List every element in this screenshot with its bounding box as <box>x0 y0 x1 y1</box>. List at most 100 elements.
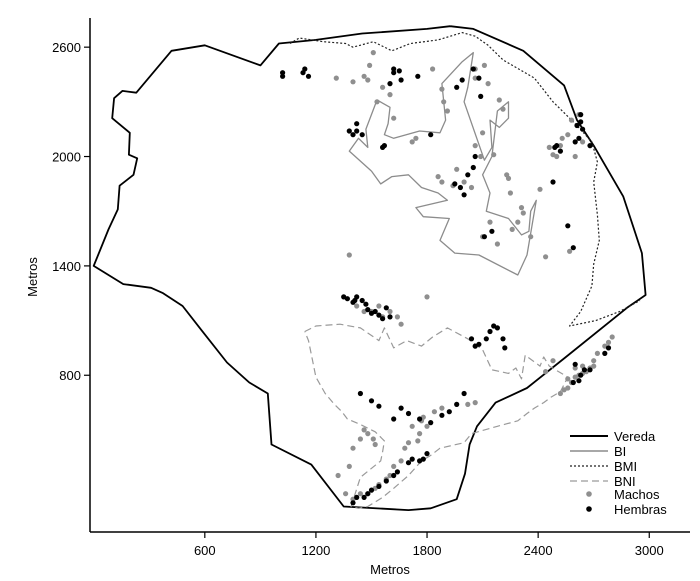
point-hembras <box>350 132 356 138</box>
point-machos <box>370 50 376 56</box>
point-hembras <box>487 328 493 335</box>
legend-label-bi: BI <box>614 444 626 459</box>
point-hembras <box>391 70 397 76</box>
point-machos <box>537 186 543 192</box>
point-machos <box>350 79 356 85</box>
point-hembras <box>454 401 460 407</box>
legend-label-hembras: Hembras <box>614 502 667 517</box>
point-machos <box>380 84 386 90</box>
point-machos <box>500 106 506 112</box>
point-hembras <box>483 336 489 342</box>
point-machos <box>557 143 564 149</box>
point-hembras <box>305 73 312 79</box>
point-machos <box>528 234 534 240</box>
point-machos <box>376 303 382 309</box>
y-tick-label: 2600 <box>52 40 81 55</box>
point-machos <box>409 423 415 429</box>
point-hembras <box>391 66 397 72</box>
point-hembras <box>602 350 608 356</box>
point-hembras <box>381 143 387 149</box>
point-hembras <box>452 181 458 187</box>
point-machos <box>591 358 597 364</box>
point-machos <box>543 254 549 260</box>
point-hembras <box>446 409 452 415</box>
point-machos <box>361 73 367 79</box>
point-hembras <box>570 379 576 386</box>
point-hembras <box>574 122 580 129</box>
point-machos <box>520 210 526 216</box>
point-hembras <box>576 135 582 141</box>
point-machos <box>387 472 393 479</box>
point-hembras <box>500 336 506 342</box>
boundary-bi <box>348 51 537 276</box>
point-machos <box>394 314 400 320</box>
point-machos <box>372 441 378 448</box>
point-machos <box>580 139 586 145</box>
point-machos <box>424 294 430 300</box>
boundary-bmi <box>289 31 641 327</box>
point-machos <box>472 400 478 406</box>
legend-label-bni: BNI <box>614 474 636 489</box>
point-machos <box>405 440 412 446</box>
legend-label-vereda: Vereda <box>614 429 656 444</box>
point-machos <box>507 190 513 196</box>
point-hembras <box>365 307 371 313</box>
point-hembras <box>383 478 389 484</box>
point-machos <box>424 423 430 429</box>
point-machos <box>343 491 349 497</box>
point-hembras <box>587 367 593 373</box>
legend-label-machos: Machos <box>614 487 660 502</box>
legend-label-bmi: BMI <box>614 459 637 474</box>
point-hembras <box>398 405 404 411</box>
point-hembras <box>368 398 375 404</box>
point-machos <box>461 179 467 185</box>
point-machos <box>485 81 491 87</box>
point-hembras <box>376 483 382 489</box>
point-machos <box>398 458 404 464</box>
point-hembras <box>380 316 386 322</box>
point-hembras <box>368 487 375 493</box>
point-machos <box>509 226 515 232</box>
boundary-bni <box>304 323 569 509</box>
point-hembras <box>494 325 500 331</box>
y-tick-label: 2000 <box>52 150 81 165</box>
point-hembras <box>476 75 482 81</box>
point-hembras <box>354 494 360 500</box>
point-machos <box>567 248 573 254</box>
point-hembras <box>554 143 560 149</box>
point-hembras <box>354 128 360 134</box>
point-hembras <box>350 500 356 506</box>
point-machos <box>439 179 445 185</box>
point-hembras <box>557 148 564 154</box>
point-machos <box>605 339 612 345</box>
point-hembras <box>581 367 588 373</box>
point-machos <box>346 252 352 258</box>
point-hembras <box>387 314 393 320</box>
x-axis-title: Metros <box>370 562 410 577</box>
point-hembras <box>468 336 475 342</box>
point-hembras <box>428 420 434 426</box>
point-machos <box>472 75 478 81</box>
point-machos <box>487 219 493 225</box>
y-tick-label: 1400 <box>52 259 81 274</box>
point-machos <box>472 143 478 149</box>
point-hembras <box>365 491 371 497</box>
point-hembras <box>376 403 382 409</box>
point-hembras <box>391 472 397 479</box>
point-hembras <box>570 245 576 251</box>
point-hembras <box>578 119 584 125</box>
point-machos <box>430 66 436 72</box>
point-machos <box>568 117 575 123</box>
point-machos <box>572 365 578 371</box>
point-hembras <box>580 126 586 132</box>
point-machos <box>454 166 460 172</box>
point-machos <box>365 77 371 83</box>
point-machos <box>357 436 363 442</box>
point-machos <box>439 405 445 411</box>
point-hembras <box>350 299 356 305</box>
point-machos <box>591 363 597 369</box>
point-hembras <box>280 70 286 76</box>
point-machos <box>481 62 487 68</box>
point-hembras <box>280 73 286 79</box>
point-hembras <box>478 93 484 99</box>
